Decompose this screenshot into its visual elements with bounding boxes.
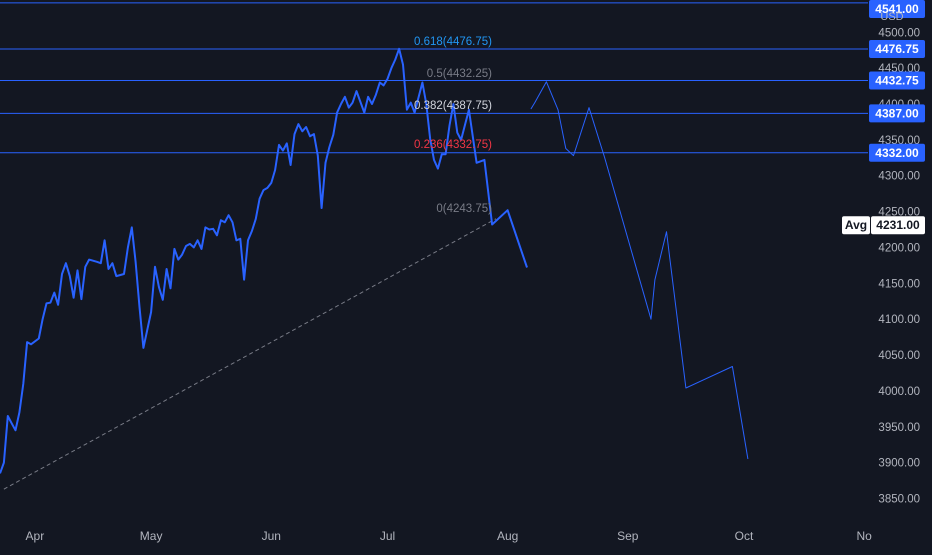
avg-value-bg bbox=[871, 216, 925, 235]
y-tick-label: 3850.00 bbox=[878, 493, 920, 505]
x-tick-label: Apr bbox=[26, 529, 45, 543]
x-tick-label: Oct bbox=[735, 529, 754, 543]
fib-label-0.5: 0.5(4432.25) bbox=[427, 68, 492, 80]
x-tick-label: No bbox=[856, 529, 872, 543]
x-tick-label: Aug bbox=[497, 529, 518, 543]
avg-tag-label: Avg bbox=[845, 218, 867, 232]
y-tick-label: 3950.00 bbox=[878, 422, 920, 434]
currency-label: USD bbox=[880, 11, 903, 23]
price-tag-label: 4332.00 bbox=[875, 146, 919, 160]
price-tag-bg bbox=[869, 39, 925, 58]
fib-label-0: 0(4243.75) bbox=[436, 203, 492, 215]
price-tag-label: 4541.00 bbox=[875, 2, 919, 16]
y-tick-label: 4500.00 bbox=[878, 27, 920, 39]
fib-label-0.236: 0.236(4332.75) bbox=[414, 139, 492, 151]
y-tick-label: 3900.00 bbox=[878, 458, 920, 470]
y-tick-label: 4200.00 bbox=[878, 242, 920, 254]
price-tag-bg bbox=[869, 143, 925, 162]
y-tick-label: 4250.00 bbox=[878, 207, 920, 219]
y-tick-label: 4050.00 bbox=[878, 350, 920, 362]
price-tag-label: 4387.00 bbox=[875, 106, 919, 120]
y-tick-label: 4100.00 bbox=[878, 314, 920, 326]
price-series-line bbox=[0, 47, 528, 474]
price-tag-bg bbox=[869, 71, 925, 90]
avg-tag-bg bbox=[842, 216, 870, 235]
x-tick-label: Jul bbox=[380, 529, 395, 543]
price-tag-bg bbox=[869, 0, 925, 18]
x-tick-label: May bbox=[140, 529, 163, 543]
dashed-trendline bbox=[3, 218, 497, 490]
price-tag-label: 4432.75 bbox=[875, 74, 919, 88]
x-tick-label: Jun bbox=[262, 529, 281, 543]
price-tag-label: 4476.75 bbox=[875, 42, 919, 56]
y-tick-label: 4000.00 bbox=[878, 386, 920, 398]
projection-series-line bbox=[530, 81, 749, 460]
price-tag-bg bbox=[869, 104, 925, 123]
y-tick-label: 4150.00 bbox=[878, 278, 920, 290]
fib-label-0.618: 0.618(4476.75) bbox=[414, 36, 492, 48]
fib-label-0.382: 0.382(4387.75) bbox=[414, 100, 492, 112]
avg-value-label: 4231.00 bbox=[876, 218, 920, 232]
x-tick-label: Sep bbox=[617, 529, 639, 543]
y-tick-label: 4300.00 bbox=[878, 171, 920, 183]
